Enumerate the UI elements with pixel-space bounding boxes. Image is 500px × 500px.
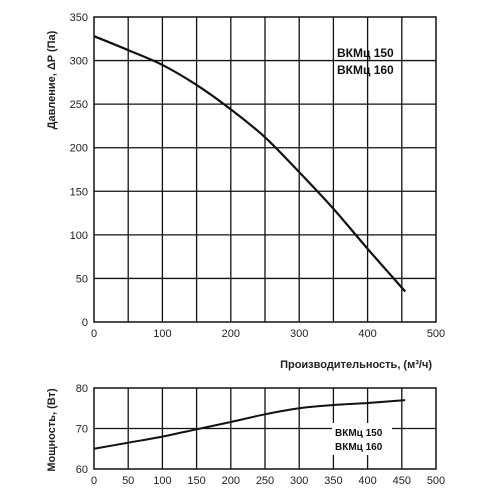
power-x-tick-label-9: 450 [393,475,411,487]
pressure-legend-item-0: ВКМц 150 [337,46,394,60]
main-x-tick-label-1: 100 [153,328,171,340]
main-x-tick-label-3: 300 [290,328,308,340]
main-y-tick-label-4: 200 [70,143,88,155]
main-y-tick-label-6: 300 [70,56,88,68]
main-y-tick-label-5: 250 [70,99,88,111]
power-y-tick-label-2: 80 [76,383,88,395]
main-y-tick-label-1: 50 [76,273,88,285]
pressure-grid [94,17,436,322]
power-x-tick-label-5: 250 [256,475,274,487]
pressure-tick-labels: 0 100 200 300 400 500 0 50 100 150 200 250 300 350 [70,12,446,340]
pressure-legend-item-1: ВКМц 160 [337,63,394,77]
power-x-tick-label-2: 100 [153,475,171,487]
power-x-tick-label-6: 300 [290,475,308,487]
power-y-tick-label-1: 70 [76,424,88,436]
power-frame [93,387,437,470]
main-y-tick-label-0: 0 [82,317,88,329]
pressure-chart: 0 100 200 300 400 500 0 50 100 150 200 250 300 350 ВК… [46,12,445,371]
pressure-y-axis-label: Давление, ΔP (Па) [46,30,58,129]
power-legend-backdrop [332,423,392,455]
power-x-tick-label-4: 200 [222,475,240,487]
main-x-tick-label-0: 0 [91,328,97,340]
pressure-curve [93,35,407,293]
power-x-tick-label-7: 350 [324,475,342,487]
power-y-tick-label-0: 60 [76,464,88,476]
main-x-tick-label-2: 200 [222,328,240,340]
power-x-tick-label-10: 500 [427,475,445,487]
power-x-tick-label-8: 400 [358,475,376,487]
power-x-tick-label-0: 0 [91,475,97,487]
pressure-frame [93,16,437,323]
power-legend-item-1: ВКМц 160 [335,442,383,453]
power-tick-labels: 0 50 100 150 200 250 300 350 400 450 500 60 70 80 [76,383,445,487]
main-y-tick-label-2: 100 [70,230,88,242]
power-chart: 0 50 100 150 200 250 300 350 400 450 500 60 70 80 ВКМ… [46,383,445,487]
main-x-tick-label-4: 400 [358,328,376,340]
power-y-axis-label: Мощность, (Вт) [46,388,58,472]
main-x-tick-label-5: 500 [427,328,445,340]
main-y-tick-label-7: 350 [70,12,88,24]
pressure-x-axis-label: Производительность, (м³/ч) [280,359,432,371]
power-x-tick-label-1: 50 [122,475,134,487]
power-legend-item-0: ВКМц 150 [335,428,383,439]
main-y-tick-label-3: 150 [70,186,88,198]
power-x-tick-label-3: 150 [187,475,205,487]
power-curve [93,399,406,450]
